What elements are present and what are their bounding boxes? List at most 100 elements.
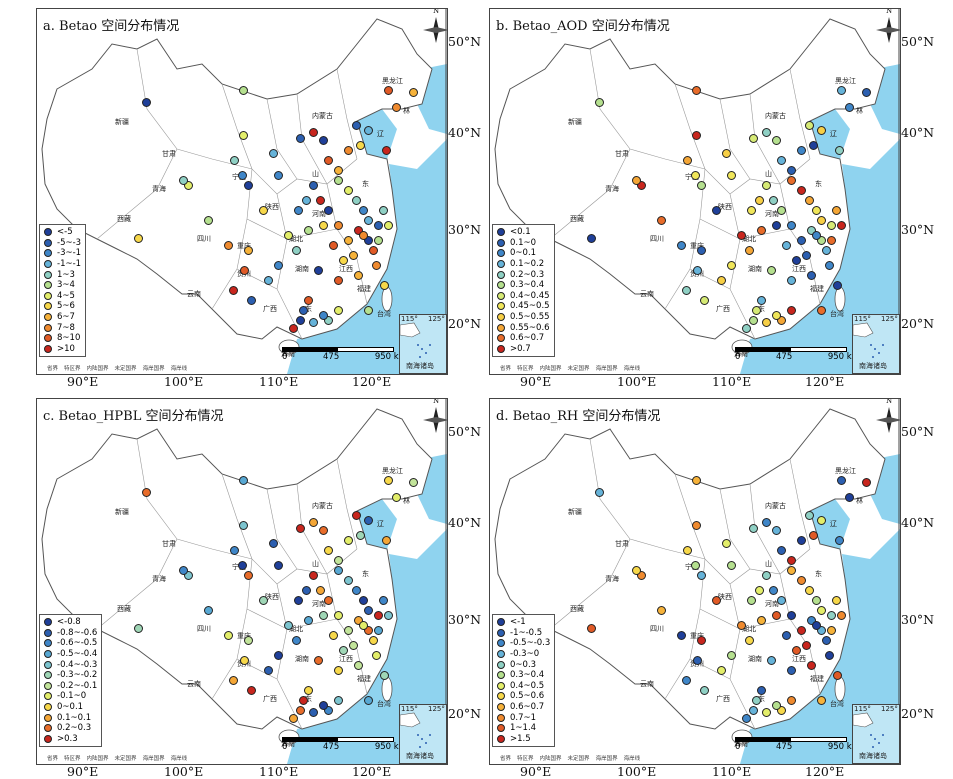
province-label-hunan: 湖南: [748, 655, 762, 663]
map-legend: <-5 -5~-3 -3~-1 -1~-1 1~3 3~4 4~5 5~6 6~7 7~8 8~10…: [39, 224, 87, 358]
monitoring-site-marker: [737, 231, 746, 240]
legend-swatch: [497, 323, 505, 332]
province-label-xizang: 西藏: [117, 605, 131, 613]
latitude-tick-label: 40°N: [901, 515, 935, 530]
monitoring-site-marker: [832, 596, 841, 605]
province-label-chongqing: 重庆: [237, 632, 251, 640]
legend-swatch: [44, 228, 52, 237]
legend-label: >0.3: [57, 733, 78, 744]
monitoring-site-marker: [409, 478, 418, 487]
province-label-hunan: 湖南: [295, 265, 309, 273]
legend-swatch: [497, 703, 505, 712]
map-panel-a: a. Betao 空间分布情况新疆西藏青海甘肃内蒙古黑龙江林辽四川重庆云南贵州广…: [36, 8, 481, 389]
boundary-legend-item: 内陆国界: [539, 756, 562, 762]
boundary-legend: 省界 特区界 内陆国界 未定国界 海岸国界 海岸线: [47, 754, 187, 762]
china-basemap: [490, 9, 900, 374]
legend-entry: 7~8: [44, 322, 81, 333]
legend-swatch: [497, 681, 505, 690]
map-legend: <0.1 0.1~0 0~0.1 0.1~0.2 0.2~0.3 0.3~0.4 0.4~0…: [492, 224, 555, 358]
monitoring-site-marker: [296, 524, 305, 533]
monitoring-site-marker: [757, 226, 766, 235]
legend-label: -0.1~0: [57, 691, 87, 702]
monitoring-site-marker: [833, 281, 842, 290]
monitoring-site-marker: [224, 631, 233, 640]
monitoring-site-marker: [134, 234, 143, 243]
legend-label: <-5: [57, 227, 73, 238]
boundary-legend-item: 省界: [500, 366, 512, 372]
province-label-shanxi: 山: [312, 170, 319, 178]
legend-label: 5~6: [57, 301, 75, 312]
province-label-hainan: 海南: [281, 350, 295, 358]
north-arrow-icon: N: [421, 9, 447, 49]
legend-swatch: [497, 291, 505, 300]
monitoring-site-marker: [817, 626, 826, 635]
monitoring-site-marker: [837, 476, 846, 485]
legend-label: <-0.8: [57, 617, 81, 628]
province-label-neimenggu: 内蒙古: [312, 502, 333, 510]
longitude-tick-label: 120°E: [352, 764, 392, 779]
province-label-shaanxi: 陕西: [265, 203, 279, 211]
legend-swatch: [497, 660, 505, 669]
monitoring-site-marker: [240, 266, 249, 275]
latitude-tick-label: 30°N: [901, 612, 935, 627]
scale-mid: 475: [776, 742, 793, 752]
monitoring-site-marker: [374, 626, 383, 635]
monitoring-site-marker: [274, 171, 283, 180]
monitoring-site-marker: [344, 186, 353, 195]
south-china-sea-inset: 115° 125° 南海诸岛: [399, 314, 447, 374]
monitoring-site-marker: [264, 666, 273, 675]
monitoring-site-marker: [349, 641, 358, 650]
monitoring-site-marker: [692, 521, 701, 530]
monitoring-site-marker: [244, 246, 253, 255]
province-label-guangdong: 东: [758, 695, 765, 703]
monitoring-site-marker: [269, 539, 278, 548]
monitoring-site-marker: [352, 121, 361, 130]
taiwan-island: [834, 286, 846, 312]
province-label-xinjiang: 新疆: [115, 508, 129, 516]
monitoring-site-marker: [787, 556, 796, 565]
monitoring-site-marker: [787, 176, 796, 185]
monitoring-site-marker: [184, 571, 193, 580]
legend-swatch: [44, 238, 52, 247]
monitoring-site-marker: [697, 246, 706, 255]
boundary-legend-item: 未定国界: [114, 756, 137, 762]
monitoring-site-marker: [595, 98, 604, 107]
province-label-shandong: 东: [362, 180, 369, 188]
monitoring-site-marker: [777, 206, 786, 215]
monitoring-site-marker: [797, 236, 806, 245]
monitoring-site-marker: [309, 128, 318, 137]
monitoring-site-marker: [379, 596, 388, 605]
province-label-heilongjiang: 黑龙江: [382, 77, 403, 85]
province-label-gansu: 甘肃: [615, 540, 629, 548]
longitude-tick-label: 100°E: [617, 764, 657, 779]
monitoring-site-marker: [334, 696, 343, 705]
monitoring-site-marker: [787, 696, 796, 705]
monitoring-site-marker: [682, 286, 691, 295]
latitude-tick-label: 20°N: [901, 706, 935, 721]
monitoring-site-marker: [369, 246, 378, 255]
monitoring-site-marker: [762, 518, 771, 527]
province-label-yunnan: 云南: [640, 680, 654, 688]
province-label-heilongjiang: 黑龙江: [835, 77, 856, 85]
latitude-tick-label: 50°N: [448, 424, 482, 439]
latitude-tick-label: 40°N: [448, 515, 482, 530]
province-label-jiangxi: 江西: [339, 655, 353, 663]
scale-end: 950 km: [827, 742, 860, 752]
legend-label: 0.4~0.5: [510, 680, 545, 691]
legend-label: -1~-1: [57, 259, 82, 270]
legend-swatch: [44, 692, 52, 701]
monitoring-site-marker: [727, 651, 736, 660]
legend-swatch: [44, 618, 52, 627]
longitude-tick-label: 110°E: [712, 374, 752, 389]
province-label-fujian: 福建: [357, 285, 371, 293]
monitoring-site-marker: [364, 606, 373, 615]
monitoring-site-marker: [292, 636, 301, 645]
legend-entry: 4~5: [44, 291, 81, 302]
legend-label: 3~4: [57, 280, 75, 291]
monitoring-site-marker: [354, 661, 363, 670]
province-label-neimenggu: 内蒙古: [765, 112, 786, 120]
province-label-chongqing: 重庆: [690, 632, 704, 640]
legend-entry: >0.7: [497, 344, 550, 355]
legend-swatch: [44, 671, 52, 680]
legend-swatch: [497, 724, 505, 733]
